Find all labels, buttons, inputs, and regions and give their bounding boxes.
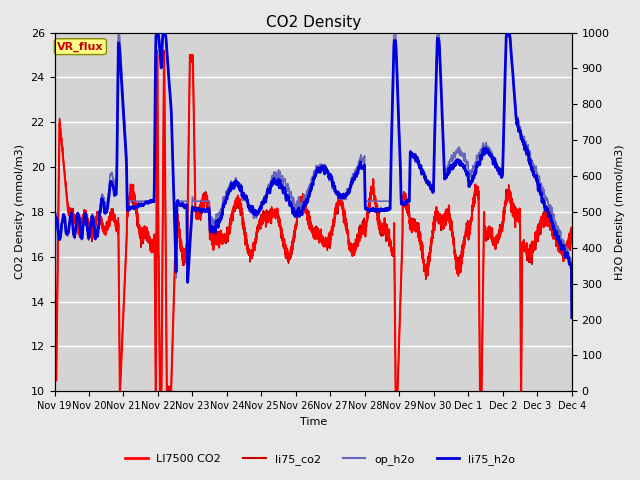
Text: VR_flux: VR_flux <box>57 42 104 52</box>
Y-axis label: H2O Density (mmol/m3): H2O Density (mmol/m3) <box>615 144 625 280</box>
Y-axis label: CO2 Density (mmol/m3): CO2 Density (mmol/m3) <box>15 144 25 279</box>
Legend: LI7500 CO2, li75_co2, op_h2o, li75_h2o: LI7500 CO2, li75_co2, op_h2o, li75_h2o <box>121 450 519 469</box>
X-axis label: Time: Time <box>300 417 327 427</box>
Title: CO2 Density: CO2 Density <box>266 15 361 30</box>
